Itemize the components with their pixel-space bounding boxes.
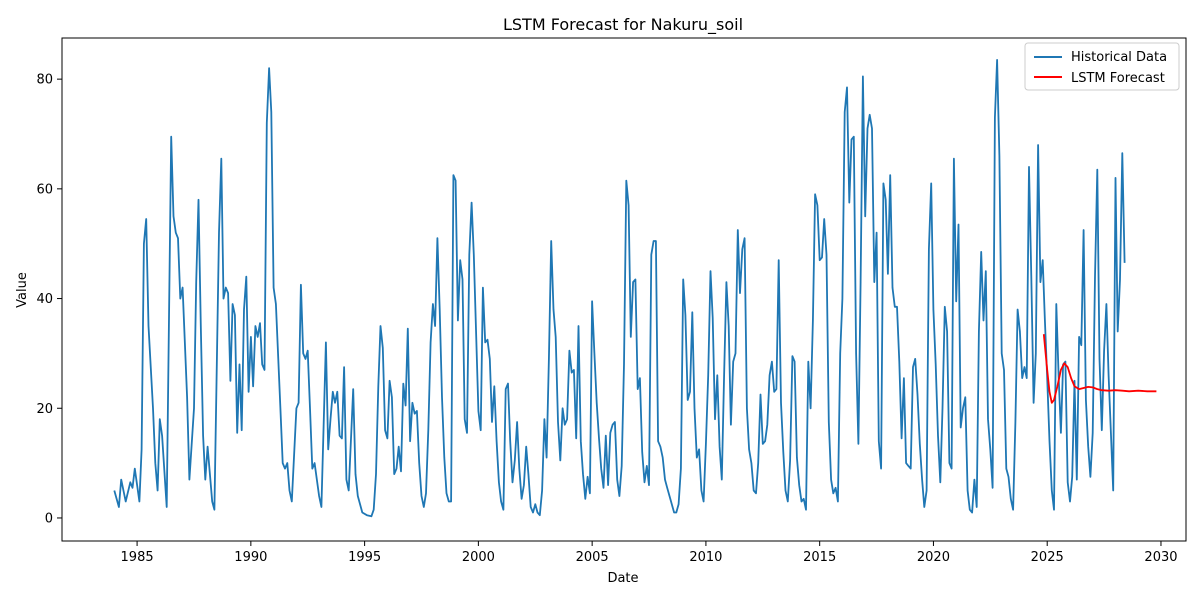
y-tick-label-80: 80: [36, 73, 53, 88]
x-tick-label-2010: 2010: [689, 550, 722, 565]
legend-label-forecast: LSTM Forecast: [1071, 71, 1165, 86]
x-axis-label: Date: [607, 571, 638, 586]
y-axis-ticks: 0 20 40 60 80: [36, 73, 62, 526]
x-tick-label-2015: 2015: [803, 550, 836, 565]
plot-frame: [61, 37, 1187, 542]
plot-area: [61, 37, 1187, 542]
x-tick-label-1990: 1990: [234, 550, 267, 565]
x-tick-label-2030: 2030: [1144, 550, 1177, 565]
y-tick-label-20: 20: [36, 402, 53, 417]
x-tick-label-1995: 1995: [348, 550, 381, 565]
historical-data-line: [113, 59, 1126, 518]
legend-label-historical: Historical Data: [1071, 50, 1167, 65]
x-tick-label-2025: 2025: [1031, 550, 1064, 565]
legend-box: [1024, 42, 1180, 91]
chart-title: LSTM Forecast for Nakuru_soil: [503, 15, 743, 35]
y-tick-label-0: 0: [45, 511, 53, 526]
y-axis-label: Value: [15, 272, 30, 308]
y-tick-label-40: 40: [36, 292, 53, 307]
y-tick-label-60: 60: [36, 182, 53, 197]
x-tick-label-2020: 2020: [917, 550, 950, 565]
x-axis-ticks: 1985 1990 1995 2000 2005 2010 2015 2020 2025 2030: [121, 541, 1178, 565]
lstm-forecast-line: [1042, 334, 1157, 404]
x-tick-label-2000: 2000: [462, 550, 495, 565]
legend: Historical Data LSTM Forecast: [1024, 42, 1180, 91]
series-layer: [113, 59, 1157, 518]
x-tick-label-2005: 2005: [576, 550, 609, 565]
x-tick-label-1985: 1985: [121, 550, 154, 565]
